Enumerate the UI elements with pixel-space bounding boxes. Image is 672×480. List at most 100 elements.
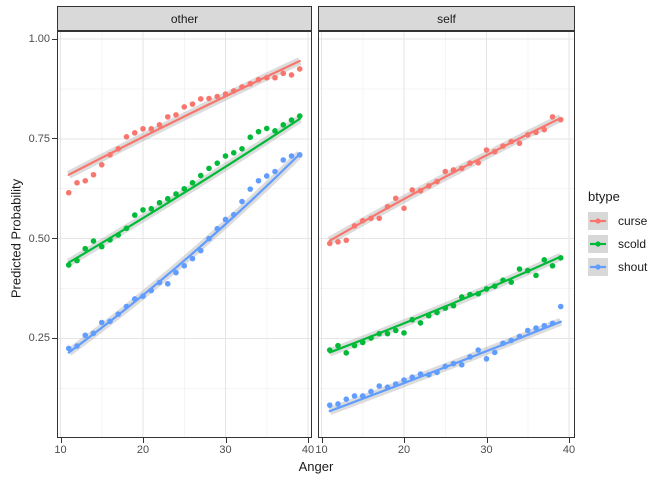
data-point (82, 177, 89, 184)
x-tick-mark (404, 438, 405, 443)
x-tick-label: 30 (480, 444, 493, 456)
data-point (417, 187, 424, 194)
data-point (409, 374, 416, 381)
points-curse (326, 114, 564, 247)
data-point (401, 205, 407, 212)
legend-key-swatch (588, 212, 608, 230)
data-point (401, 330, 407, 336)
data-point (230, 88, 237, 94)
data-point (206, 235, 212, 242)
legend-key-glyph (590, 241, 606, 247)
x-tick-label: 20 (397, 444, 411, 456)
data-point (425, 312, 432, 319)
panel-border (318, 31, 575, 438)
data-point (557, 303, 564, 310)
data-point (131, 130, 138, 136)
data-point (467, 354, 473, 360)
data-point (173, 269, 179, 276)
data-point (326, 347, 333, 353)
data-point (533, 129, 539, 136)
data-point (247, 80, 254, 87)
data-point (164, 114, 171, 120)
data-point (483, 356, 490, 362)
points-scold (326, 255, 564, 356)
x-tick-label: 30 (219, 444, 232, 456)
data-point (123, 134, 130, 140)
data-point (222, 153, 229, 159)
data-point (384, 330, 391, 337)
facet-strip-self: self (318, 6, 575, 31)
data-point (181, 263, 188, 269)
x-tick-label: 10 (54, 444, 67, 456)
data-point (123, 225, 130, 232)
y-tick-mark (52, 138, 57, 140)
data-point (239, 146, 245, 152)
data-point (549, 320, 556, 327)
data-point (392, 327, 399, 334)
series-shout (326, 303, 564, 415)
data-point (450, 360, 457, 367)
data-point (401, 377, 407, 383)
data-point (197, 247, 204, 254)
data-point (272, 128, 278, 134)
data-point (491, 148, 498, 155)
data-point (335, 239, 341, 245)
legend-item-shout: shout (588, 258, 647, 276)
data-point (288, 153, 295, 159)
data-point (500, 143, 506, 149)
data-point (74, 179, 80, 186)
data-point (557, 255, 564, 261)
data-point (296, 151, 303, 158)
data-point (131, 212, 138, 218)
data-point (115, 311, 122, 317)
legend-item-label: curse (618, 214, 648, 228)
data-point (98, 243, 105, 250)
series-curse (326, 114, 564, 247)
x-tick-mark (569, 438, 570, 443)
data-point (239, 84, 245, 90)
x-axis-title: Anger (298, 459, 334, 474)
y-tick-label: 0.75 (28, 132, 50, 145)
data-point (368, 388, 374, 395)
points-curse (65, 66, 303, 196)
legend: btype curse scold shout (588, 189, 647, 281)
data-point (483, 147, 490, 153)
legend-key-glyph (590, 218, 606, 224)
data-point (343, 237, 350, 244)
series-shout (65, 151, 303, 356)
data-point (467, 160, 473, 166)
data-point (533, 325, 539, 331)
x-tick-label: 20 (136, 444, 150, 456)
data-point (90, 330, 97, 337)
data-point (296, 113, 303, 119)
y-tick-mark (52, 238, 57, 240)
data-point (263, 125, 270, 132)
data-point (173, 191, 179, 197)
data-point (272, 168, 278, 175)
data-point (140, 207, 146, 213)
data-point (272, 74, 278, 81)
data-point (516, 140, 523, 147)
data-point (222, 216, 229, 223)
data-point (417, 320, 424, 326)
data-point (557, 116, 564, 123)
data-point (450, 302, 457, 309)
data-point (148, 287, 155, 294)
data-point (74, 257, 80, 264)
data-point (491, 349, 498, 356)
data-point (148, 205, 155, 212)
data-point (359, 217, 366, 224)
data-point (107, 237, 113, 243)
data-point (140, 293, 146, 299)
y-tick-mark (52, 38, 57, 40)
data-point (343, 350, 350, 356)
series-scold (326, 252, 564, 357)
legend-items: curse scold shout (588, 212, 647, 276)
data-point (98, 319, 105, 326)
data-point (74, 343, 80, 349)
data-point (417, 371, 424, 377)
data-point (255, 76, 262, 83)
data-point (296, 66, 303, 72)
data-point (239, 198, 245, 205)
data-point (458, 362, 465, 368)
